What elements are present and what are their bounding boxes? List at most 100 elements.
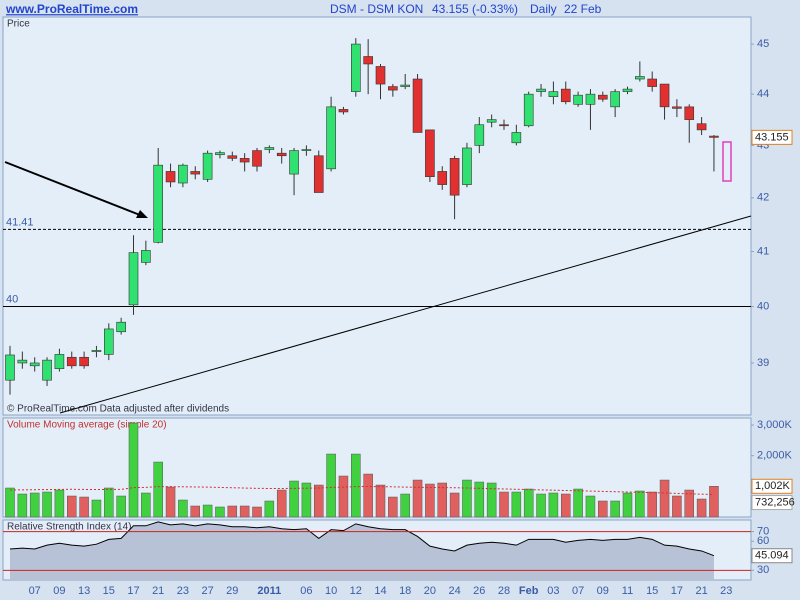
candle-body	[79, 356, 89, 367]
volume-bar	[67, 495, 77, 518]
volume-bar	[29, 492, 40, 518]
candle-body	[5, 354, 15, 381]
y-tick-label: 39	[757, 357, 769, 369]
quote: 43.155 (-0.33%)	[432, 2, 518, 16]
candle-body	[116, 321, 126, 333]
volume-bar	[462, 479, 472, 518]
x-tick-label: 26	[473, 585, 485, 597]
x-tick-label: 17	[127, 585, 139, 597]
candle-body	[190, 171, 201, 175]
y-tick-label: 45	[757, 38, 769, 50]
volume-bar	[647, 491, 657, 518]
x-tick-label: 11	[622, 585, 633, 597]
y-tick-label: 3,000K	[757, 419, 793, 431]
level-label: 40	[6, 293, 18, 305]
candle-body	[548, 91, 559, 97]
volume-bar	[338, 475, 349, 518]
x-tick-label: 2011	[257, 585, 281, 597]
candle-body	[388, 86, 398, 91]
overlay: 43.155 732,256 1,002K 45.094	[751, 129, 795, 564]
candle-body	[264, 147, 275, 150]
volume-bar	[486, 482, 497, 518]
candle-body	[202, 152, 213, 180]
candle-body	[585, 93, 596, 105]
ma-last-box	[751, 495, 793, 511]
volume-bar	[264, 500, 275, 518]
rsi-title: Relative Strength Index (14)	[7, 522, 132, 533]
volume-bar	[696, 498, 707, 518]
candle-body	[486, 119, 497, 123]
volume-bar	[91, 499, 102, 518]
projection-box	[722, 141, 732, 182]
x-tick-label: 10	[325, 585, 337, 597]
volume-bar	[598, 500, 608, 518]
volume-bar	[536, 493, 546, 518]
y-tick-label: 41	[757, 245, 769, 257]
x-tick-label: 23	[177, 585, 189, 597]
x-tick-label: 20	[424, 585, 436, 597]
rsi-last-box	[751, 548, 793, 564]
volume-bar	[190, 505, 200, 518]
volume-bar	[511, 491, 522, 518]
volume-bar	[351, 453, 361, 518]
date: 22 Feb	[564, 2, 602, 16]
volume-bar	[610, 500, 620, 518]
candle-body	[437, 171, 448, 185]
volume-bar	[375, 484, 386, 518]
candle-body	[573, 94, 583, 105]
volume-title: Volume Moving average (simple 20)	[7, 420, 167, 431]
last-price: 43.155	[755, 131, 789, 143]
candle-body	[153, 164, 163, 243]
y-tick-label: 2,000K	[757, 450, 793, 462]
volume-bar	[153, 461, 163, 518]
candle-body	[276, 152, 287, 157]
level-label: 41.41	[6, 216, 34, 228]
volume-bar	[425, 483, 435, 518]
volume-bar	[202, 504, 213, 518]
volume-bar	[314, 484, 324, 518]
x-tick-label: 24	[448, 585, 460, 597]
candle-body	[66, 356, 77, 367]
candle-body	[474, 124, 485, 146]
candle-body	[412, 78, 423, 133]
volume-bar	[684, 489, 694, 518]
candle-body	[17, 359, 28, 364]
moving-average	[9, 486, 714, 496]
volume-bar	[548, 492, 559, 518]
volume-bar	[672, 495, 682, 518]
rsi-last: 45.094	[755, 550, 789, 562]
candle-body	[289, 150, 299, 175]
volume-bar	[499, 491, 509, 518]
candle-body	[301, 149, 312, 151]
candle-body	[165, 171, 176, 183]
volume-bar	[326, 453, 336, 518]
candle-body	[252, 150, 262, 167]
volume-bar	[635, 490, 645, 518]
volume-bar	[104, 487, 114, 518]
candle-body	[239, 158, 250, 163]
y-tick-label: 44	[757, 88, 769, 100]
ma-last: 732,256	[755, 496, 795, 508]
site-link[interactable]: www.ProRealTime.com	[5, 2, 138, 16]
candle-body	[622, 88, 633, 92]
volume-bar	[449, 492, 460, 518]
candle-body	[178, 164, 188, 184]
volume-bar	[437, 482, 447, 518]
x-tick-label: 29	[226, 585, 238, 597]
candle-body	[449, 158, 460, 196]
candle-body	[610, 91, 620, 108]
candle-body	[659, 83, 670, 108]
volume-bar	[659, 479, 670, 518]
x-tick-label: 17	[671, 585, 683, 597]
candle-body	[326, 106, 336, 170]
candle-body	[672, 106, 682, 109]
volume-bar	[363, 473, 373, 518]
candle-body	[313, 155, 324, 193]
candle-body	[363, 56, 373, 65]
x-tick-label: 28	[498, 585, 510, 597]
volume-bar	[622, 492, 633, 518]
volume-bar	[709, 486, 719, 518]
price-title: Price	[7, 19, 30, 30]
candle-body	[560, 88, 571, 103]
